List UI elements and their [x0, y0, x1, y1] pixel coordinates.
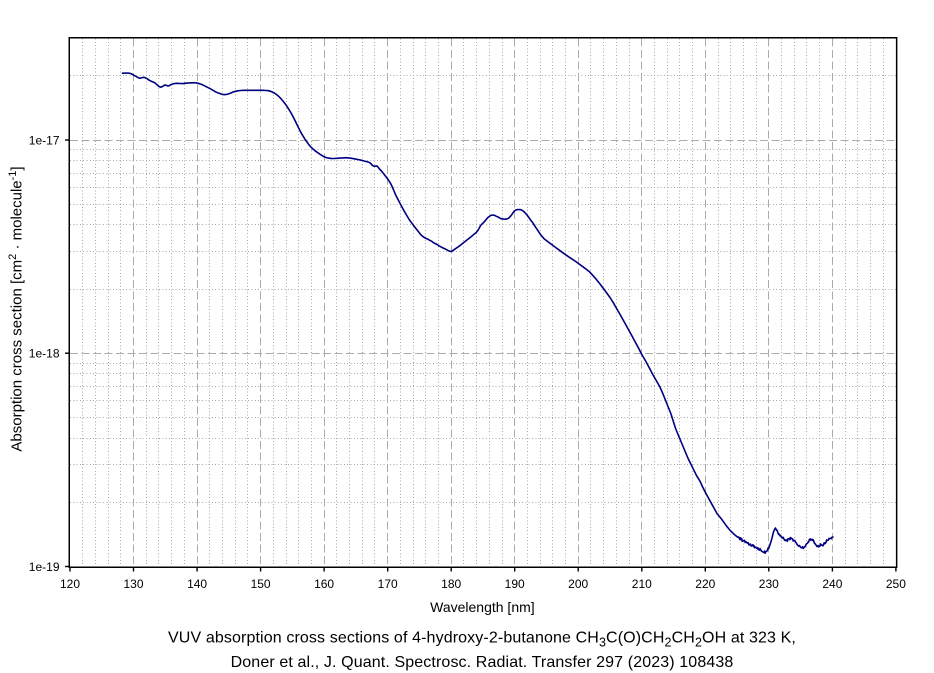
- svg-text:Absorption cross section [cm2: Absorption cross section [cm2 · molecule…: [7, 166, 26, 451]
- svg-text:Wavelength [nm]: Wavelength [nm]: [430, 599, 535, 615]
- svg-text:130: 130: [123, 577, 143, 591]
- svg-text:140: 140: [187, 577, 207, 591]
- svg-text:220: 220: [695, 577, 715, 591]
- svg-text:180: 180: [441, 577, 461, 591]
- svg-text:230: 230: [759, 577, 779, 591]
- svg-text:1e-19: 1e-19: [29, 560, 60, 574]
- svg-text:160: 160: [314, 577, 334, 591]
- svg-text:1e-17: 1e-17: [29, 133, 60, 147]
- svg-text:150: 150: [251, 577, 271, 591]
- svg-text:Doner et al., J. Quant. Spectr: Doner et al., J. Quant. Spectrosc. Radia…: [231, 654, 734, 671]
- svg-text:190: 190: [505, 577, 525, 591]
- svg-text:1e-18: 1e-18: [29, 347, 60, 361]
- svg-text:120: 120: [60, 577, 80, 591]
- svg-text:210: 210: [632, 577, 652, 591]
- svg-text:240: 240: [822, 577, 842, 591]
- svg-text:200: 200: [568, 577, 588, 591]
- svg-text:VUV absorption cross sections: VUV absorption cross sections of 4-hydro…: [168, 630, 796, 650]
- svg-text:170: 170: [378, 577, 398, 591]
- svg-text:250: 250: [886, 577, 906, 591]
